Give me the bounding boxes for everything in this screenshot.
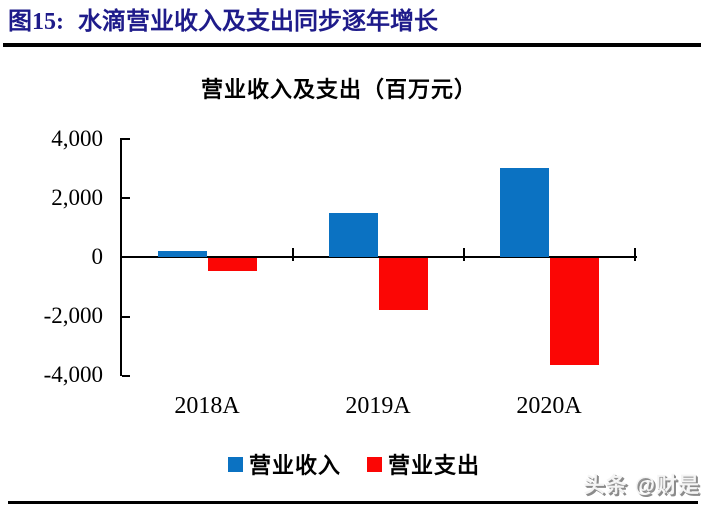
y-tick-2000 [122,197,130,199]
watermark: 头条 @财是 [583,474,700,497]
legend: 营业收入 营业支出 [0,448,708,480]
bar-revenue-2018a [158,251,207,257]
x-axis-label-2020a: 2020A [516,393,582,419]
y-axis-label-0: 0 [91,244,104,269]
y-axis-label-neg2000: -2,000 [43,303,103,328]
figure-title: 水滴营业收入及支出同步逐年增长 [78,9,438,35]
legend-item-expense: 营业支出 [367,448,480,480]
y-axis-label-2000: 2,000 [51,185,103,210]
y-tick-4000 [122,138,130,140]
header-underline [3,43,701,47]
bottom-divider [8,501,698,504]
legend-label-revenue: 营业收入 [248,453,341,478]
figure-label: 图15: [8,9,64,35]
chart-title: 营业收入及支出（百万元） [200,77,477,102]
y-axis-label-4000: 4,000 [51,126,103,151]
bar-revenue-2020a [500,168,549,257]
x-tick-1 [292,248,294,261]
y-axis-label-neg4000: -4,000 [43,362,103,387]
x-tick-2 [463,248,465,261]
x-axis-zero-line [120,256,637,258]
x-axis-label-2019a: 2019A [345,393,411,419]
figure-header: 图15: 水滴营业收入及支出同步逐年增长 [8,6,702,38]
legend-swatch-expense-icon [367,456,382,472]
legend-swatch-revenue-icon [227,456,243,472]
y-tick-neg4000 [122,375,130,377]
legend-label-expense: 营业支出 [388,453,481,478]
y-tick-neg2000 [122,316,130,318]
x-axis-label-2018a: 2018A [174,393,240,419]
legend-item-revenue: 营业收入 [227,448,341,480]
x-tick-3 [634,248,636,261]
bar-expense-2019a [379,258,428,310]
bar-revenue-2019a [329,212,378,257]
bar-expense-2018a [208,258,257,272]
bar-expense-2020a [550,258,599,365]
